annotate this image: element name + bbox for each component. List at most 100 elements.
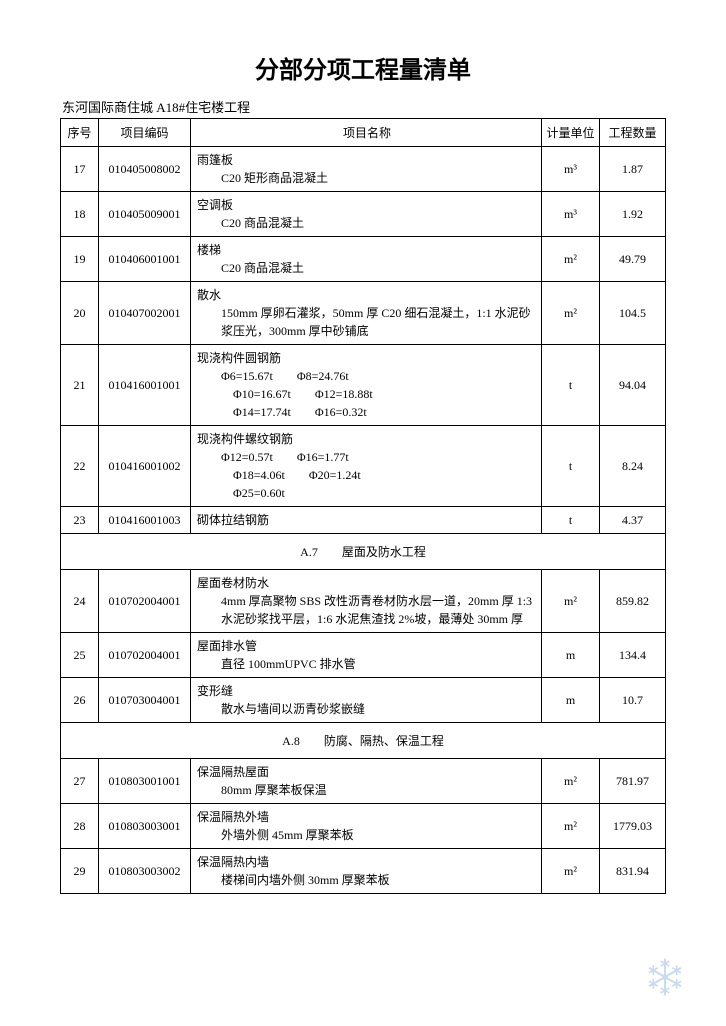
cell-unit: m² xyxy=(542,570,600,633)
item-detail: C20 矩形商品混凝土 xyxy=(197,169,537,187)
cell-unit: m³ xyxy=(542,147,600,192)
cell-seq: 29 xyxy=(61,849,99,894)
item-detail: Φ12=0.57t Φ16=1.77t xyxy=(197,448,537,466)
item-title: 屋面卷材防水 xyxy=(197,574,537,592)
cell-unit: m² xyxy=(542,804,600,849)
cell-code: 010702004001 xyxy=(99,633,191,678)
cell-unit: t xyxy=(542,507,600,534)
cell-qty: 10.7 xyxy=(600,678,666,723)
item-title: 雨篷板 xyxy=(197,151,537,169)
section-row: A.8 防腐、隔热、保温工程 xyxy=(61,723,666,759)
cell-seq: 26 xyxy=(61,678,99,723)
table-header-row: 序号 项目编码 项目名称 计量单位 工程数量 xyxy=(61,119,666,147)
cell-seq: 28 xyxy=(61,804,99,849)
cell-unit: m² xyxy=(542,282,600,345)
cell-code: 010416001001 xyxy=(99,345,191,426)
item-title: 现浇构件螺纹钢筋 xyxy=(197,430,537,448)
cell-name: 楼梯C20 商品混凝土 xyxy=(191,237,542,282)
item-detail: Φ25=0.60t xyxy=(197,484,537,502)
cell-seq: 22 xyxy=(61,426,99,507)
item-detail: 150mm 厚卵石灌浆，50mm 厚 C20 细石混凝土，1:1 水泥砂浆压光，… xyxy=(197,304,537,340)
cell-seq: 23 xyxy=(61,507,99,534)
header-seq: 序号 xyxy=(61,119,99,147)
item-title: 变形缝 xyxy=(197,682,537,700)
cell-qty: 134.4 xyxy=(600,633,666,678)
table-row: 21010416001001现浇构件圆钢筋Φ6=15.67t Φ8=24.76t… xyxy=(61,345,666,426)
item-title: 楼梯 xyxy=(197,241,537,259)
table-row: 22010416001002现浇构件螺纹钢筋Φ12=0.57t Φ16=1.77… xyxy=(61,426,666,507)
cell-qty: 8.24 xyxy=(600,426,666,507)
table-row: 29010803003002保温隔热内墙楼梯间内墙外侧 30mm 厚聚苯板m²8… xyxy=(61,849,666,894)
cell-seq: 17 xyxy=(61,147,99,192)
cell-unit: m xyxy=(542,633,600,678)
cell-seq: 20 xyxy=(61,282,99,345)
cell-name: 现浇构件圆钢筋Φ6=15.67t Φ8=24.76t Φ10=16.67t Φ1… xyxy=(191,345,542,426)
header-name: 项目名称 xyxy=(191,119,542,147)
item-detail: Φ6=15.67t Φ8=24.76t xyxy=(197,367,537,385)
cell-code: 010803003001 xyxy=(99,804,191,849)
bill-table: 序号 项目编码 项目名称 计量单位 工程数量 17010405008002雨篷板… xyxy=(60,118,666,894)
header-unit: 计量单位 xyxy=(542,119,600,147)
header-qty: 工程数量 xyxy=(600,119,666,147)
cell-qty: 781.97 xyxy=(600,759,666,804)
cell-name: 现浇构件螺纹钢筋Φ12=0.57t Φ16=1.77t Φ18=4.06t Φ2… xyxy=(191,426,542,507)
page-title: 分部分项工程量清单 xyxy=(60,50,666,85)
cell-unit: m² xyxy=(542,237,600,282)
cell-qty: 4.37 xyxy=(600,507,666,534)
item-detail: 散水与墙间以沥青砂浆嵌缝 xyxy=(197,700,537,718)
table-row: 18010405009001空调板C20 商品混凝土m³1.92 xyxy=(61,192,666,237)
cell-seq: 19 xyxy=(61,237,99,282)
cell-unit: t xyxy=(542,426,600,507)
cell-code: 010405009001 xyxy=(99,192,191,237)
cell-unit: m² xyxy=(542,849,600,894)
table-row: 20010407002001散水150mm 厚卵石灌浆，50mm 厚 C20 细… xyxy=(61,282,666,345)
cell-code: 010416001002 xyxy=(99,426,191,507)
cell-code: 010702004001 xyxy=(99,570,191,633)
header-code: 项目编码 xyxy=(99,119,191,147)
cell-unit: m³ xyxy=(542,192,600,237)
item-title: 保温隔热外墙 xyxy=(197,808,537,826)
table-row: 23010416001003 砌体拉结钢筋 t4.37 xyxy=(61,507,666,534)
cell-seq: 25 xyxy=(61,633,99,678)
cell-qty: 1779.03 xyxy=(600,804,666,849)
cell-qty: 859.82 xyxy=(600,570,666,633)
cell-seq: 18 xyxy=(61,192,99,237)
cell-qty: 104.5 xyxy=(600,282,666,345)
item-title: 保温隔热内墙 xyxy=(197,853,537,871)
item-detail: Φ18=4.06t Φ20=1.24t xyxy=(197,466,537,484)
item-detail: C20 商品混凝土 xyxy=(197,214,537,232)
item-title: 保温隔热屋面 xyxy=(197,763,537,781)
cell-qty: 49.79 xyxy=(600,237,666,282)
item-detail: 直径 100mmUPVC 排水管 xyxy=(197,655,537,673)
cell-name: 空调板C20 商品混凝土 xyxy=(191,192,542,237)
cell-code: 010803003002 xyxy=(99,849,191,894)
cell-unit: m xyxy=(542,678,600,723)
item-title: 砌体拉结钢筋 xyxy=(197,511,537,529)
cell-name: 砌体拉结钢筋 xyxy=(191,507,542,534)
item-detail: Φ14=17.74t Φ16=0.32t xyxy=(197,403,537,421)
cell-qty: 1.87 xyxy=(600,147,666,192)
table-row: 28010803003001 保温隔热外墙外墙外侧 45mm 厚聚苯板 m²1779… xyxy=(61,804,666,849)
item-detail: C20 商品混凝土 xyxy=(197,259,537,277)
cell-seq: 24 xyxy=(61,570,99,633)
section-label: A.7 屋面及防水工程 xyxy=(61,534,666,570)
cell-code: 010406001001 xyxy=(99,237,191,282)
item-title: 现浇构件圆钢筋 xyxy=(197,349,537,367)
item-detail: 4mm 厚高聚物 SBS 改性沥青卷材防水层一道，20mm 厚 1:3 水泥砂浆… xyxy=(197,592,537,628)
cell-name: 雨篷板C20 矩形商品混凝土 xyxy=(191,147,542,192)
project-subtitle: 东河国际商住城 A18#住宅楼工程 xyxy=(60,97,666,116)
cell-code: 010803001001 xyxy=(99,759,191,804)
table-row: 24010702004001 屋面卷材防水4mm 厚高聚物 SBS 改性沥青卷材防… xyxy=(61,570,666,633)
table-row: 25010702004001屋面排水管直径 100mmUPVC 排水管m134.… xyxy=(61,633,666,678)
cell-code: 010405008002 xyxy=(99,147,191,192)
item-detail: Φ10=16.67t Φ12=18.88t xyxy=(197,385,537,403)
item-detail: 外墙外侧 45mm 厚聚苯板 xyxy=(197,826,537,844)
item-title: 空调板 xyxy=(197,196,537,214)
table-row: 26010703004001变形缝散水与墙间以沥青砂浆嵌缝m10.7 xyxy=(61,678,666,723)
cell-code: 010416001003 xyxy=(99,507,191,534)
item-detail: 楼梯间内墙外侧 30mm 厚聚苯板 xyxy=(197,871,537,889)
table-row: 19010406001001楼梯C20 商品混凝土m²49.79 xyxy=(61,237,666,282)
cell-name: 屋面排水管直径 100mmUPVC 排水管 xyxy=(191,633,542,678)
cell-name: 变形缝散水与墙间以沥青砂浆嵌缝 xyxy=(191,678,542,723)
cell-code: 010407002001 xyxy=(99,282,191,345)
